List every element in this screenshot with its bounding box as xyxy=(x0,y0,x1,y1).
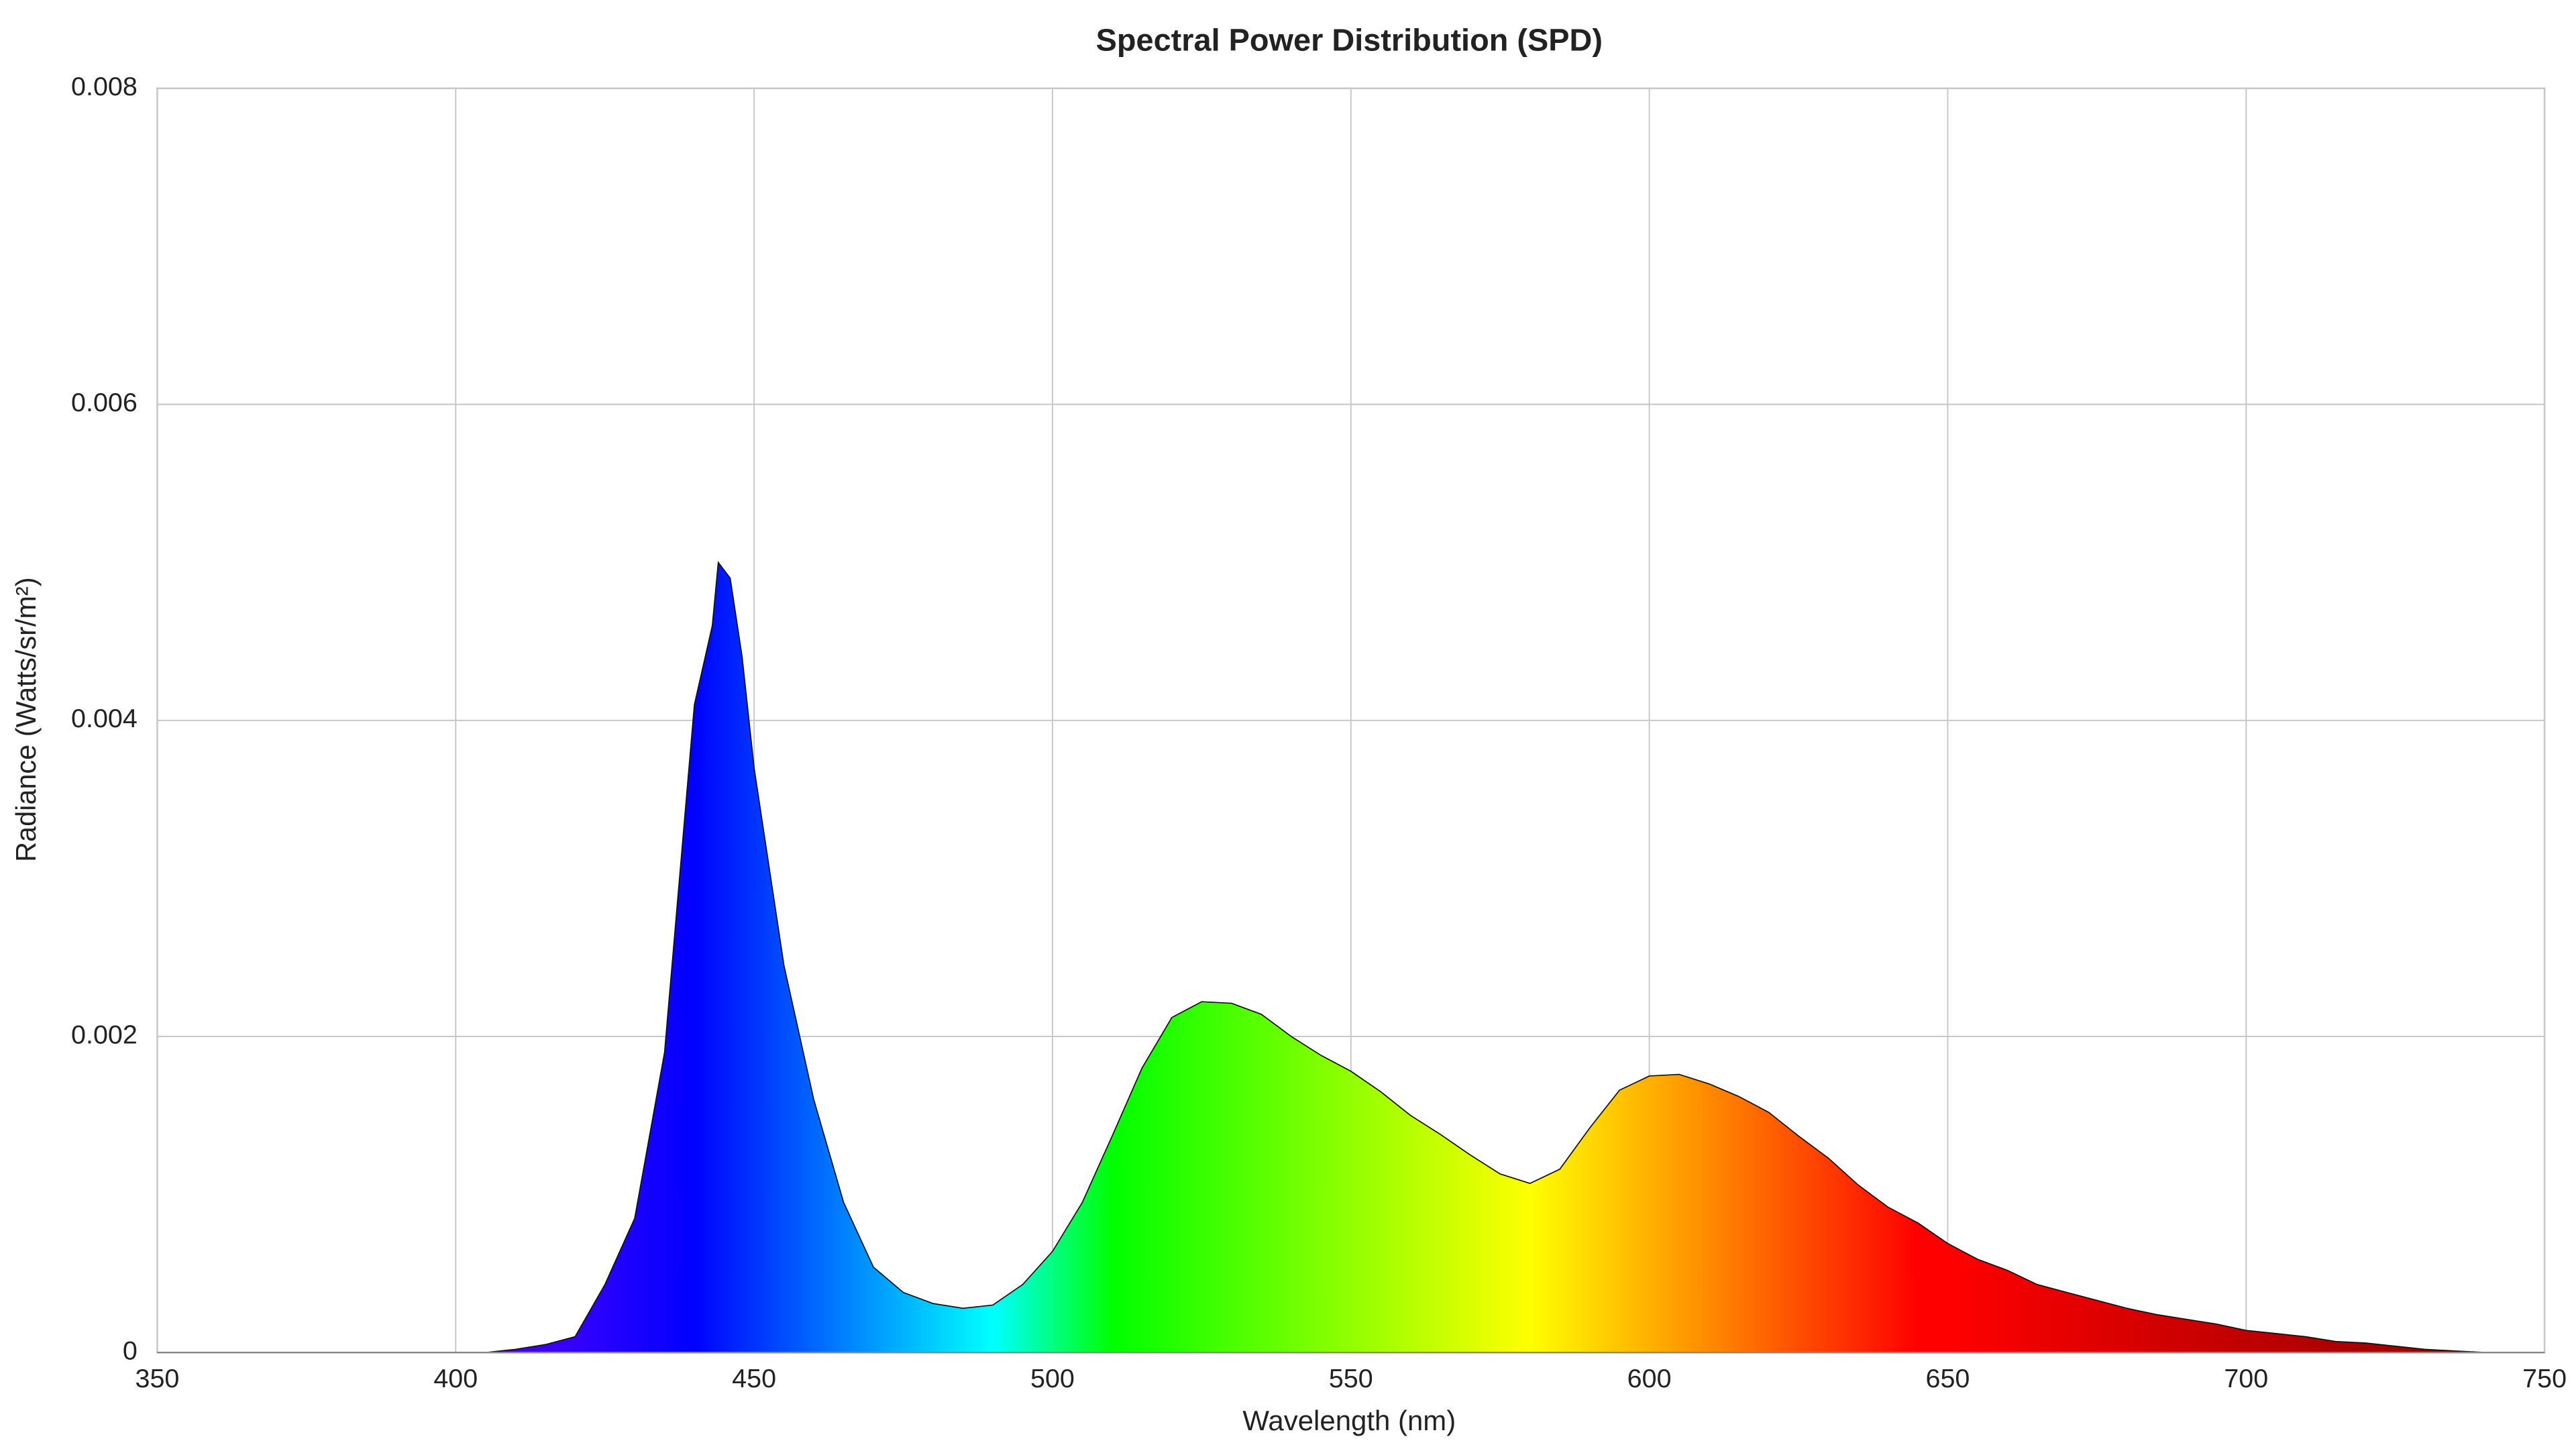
x-tick-label: 700 xyxy=(2224,1364,2268,1393)
y-axis-label: Radiance (Watts/sr/m²) xyxy=(10,578,42,862)
x-tick-label: 600 xyxy=(1627,1364,1672,1393)
chart-title: Spectral Power Distribution (SPD) xyxy=(1096,23,1603,58)
y-tick-label: 0.006 xyxy=(71,388,138,417)
x-tick-label: 400 xyxy=(433,1364,478,1393)
spectrum-area xyxy=(157,562,2545,1353)
y-tick-label: 0 xyxy=(123,1336,138,1366)
x-tick-label: 450 xyxy=(732,1364,776,1393)
y-tick-label: 0.002 xyxy=(71,1020,138,1050)
x-tick-label: 650 xyxy=(1926,1364,1970,1393)
spectrum-outline xyxy=(157,561,2545,1354)
x-tick-label: 750 xyxy=(2522,1364,2567,1393)
y-tick-label: 0.004 xyxy=(71,704,138,733)
x-tick-label: 350 xyxy=(136,1364,180,1393)
x-axis-label: Wavelength (nm) xyxy=(1242,1405,1456,1436)
x-tick-label: 550 xyxy=(1329,1364,1373,1393)
x-tick-label: 500 xyxy=(1030,1364,1075,1393)
y-tick-label: 0.008 xyxy=(71,72,138,101)
